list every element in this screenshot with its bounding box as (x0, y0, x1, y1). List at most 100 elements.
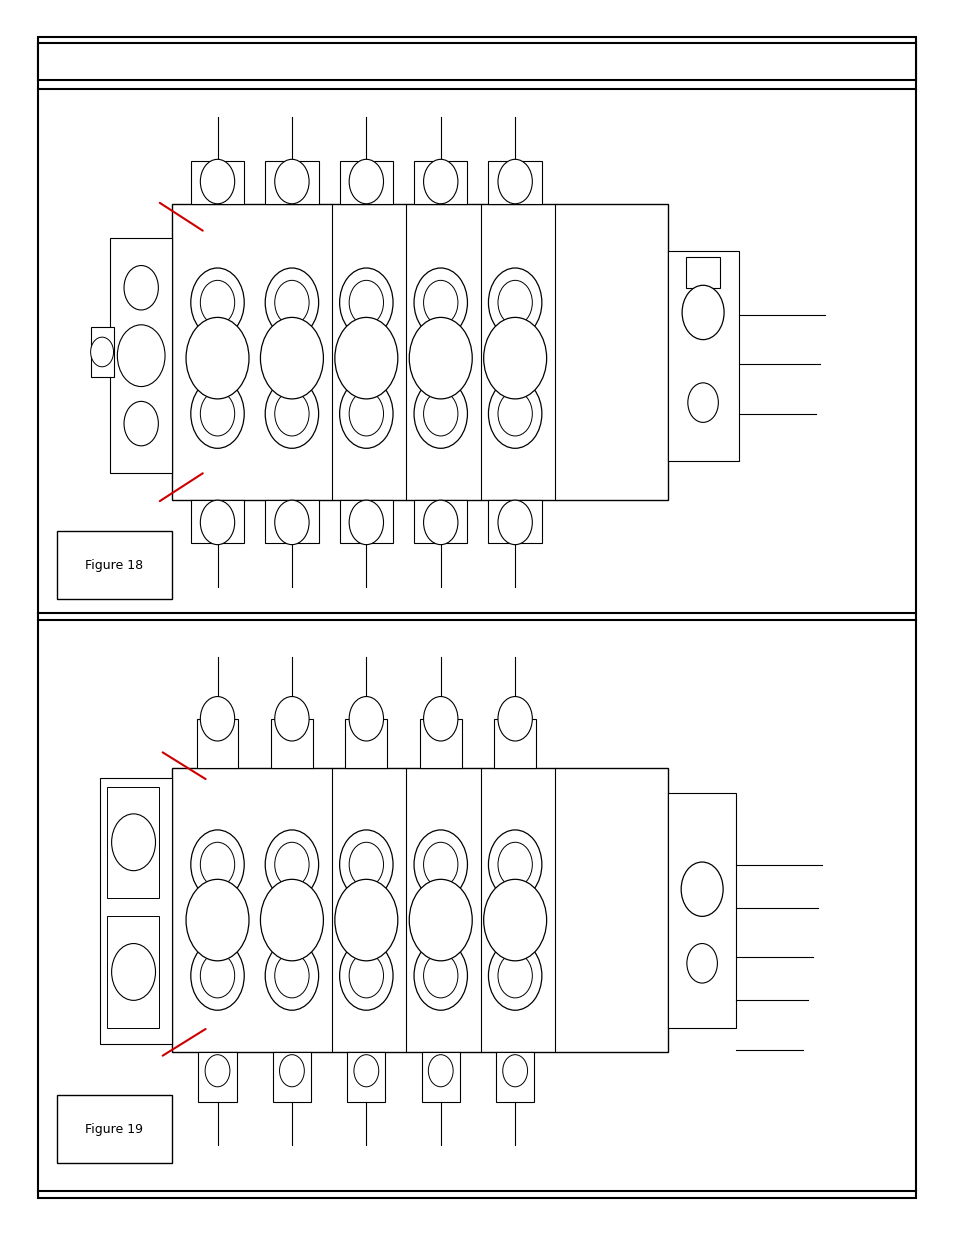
Bar (38, 43, 915, 80)
Circle shape (112, 814, 155, 871)
Circle shape (428, 1055, 453, 1087)
Circle shape (488, 830, 541, 899)
Circle shape (687, 383, 718, 422)
Bar (494, 719, 536, 768)
Circle shape (423, 697, 457, 741)
Bar (339, 500, 393, 543)
Bar (685, 257, 720, 288)
Circle shape (274, 391, 309, 436)
Circle shape (409, 317, 472, 399)
Circle shape (681, 285, 723, 340)
Circle shape (423, 280, 457, 325)
Bar (265, 161, 318, 204)
Circle shape (488, 268, 541, 337)
Bar (191, 500, 244, 543)
Circle shape (274, 953, 309, 998)
Circle shape (200, 280, 234, 325)
Circle shape (423, 953, 457, 998)
Circle shape (349, 391, 383, 436)
Bar (496, 1052, 534, 1102)
Circle shape (191, 379, 244, 448)
Circle shape (423, 842, 457, 887)
Circle shape (423, 391, 457, 436)
Circle shape (260, 879, 323, 961)
Circle shape (117, 325, 165, 387)
Bar (91, 327, 114, 377)
Circle shape (354, 1055, 378, 1087)
Circle shape (124, 401, 158, 446)
Circle shape (200, 159, 234, 204)
Bar (271, 719, 313, 768)
Circle shape (274, 159, 309, 204)
Circle shape (191, 268, 244, 337)
Circle shape (274, 842, 309, 887)
Circle shape (124, 266, 158, 310)
Circle shape (414, 379, 467, 448)
Bar (172, 204, 667, 500)
Bar (107, 787, 159, 898)
Circle shape (186, 317, 249, 399)
Bar (488, 161, 541, 204)
Bar (57, 531, 172, 599)
Circle shape (497, 953, 532, 998)
Bar (273, 1052, 311, 1102)
Bar (191, 161, 244, 204)
Circle shape (502, 1055, 527, 1087)
Circle shape (274, 280, 309, 325)
Circle shape (335, 879, 397, 961)
Bar (339, 161, 393, 204)
Circle shape (423, 500, 457, 545)
Bar (414, 500, 467, 543)
Circle shape (91, 337, 113, 367)
Circle shape (112, 944, 155, 1000)
Circle shape (279, 1055, 304, 1087)
Circle shape (349, 500, 383, 545)
Bar (419, 719, 461, 768)
Circle shape (191, 941, 244, 1010)
Circle shape (335, 317, 397, 399)
Bar (488, 500, 541, 543)
Circle shape (260, 317, 323, 399)
Circle shape (349, 953, 383, 998)
Circle shape (680, 862, 722, 916)
Circle shape (349, 842, 383, 887)
Text: Figure 19: Figure 19 (86, 1123, 143, 1136)
Bar (667, 251, 739, 461)
Circle shape (265, 268, 318, 337)
Circle shape (497, 159, 532, 204)
Bar (198, 1052, 236, 1102)
Circle shape (483, 317, 546, 399)
Circle shape (423, 159, 457, 204)
Circle shape (265, 941, 318, 1010)
Circle shape (274, 697, 309, 741)
Circle shape (497, 697, 532, 741)
Circle shape (339, 830, 393, 899)
Circle shape (339, 941, 393, 1010)
Circle shape (265, 830, 318, 899)
Circle shape (200, 391, 234, 436)
Circle shape (339, 379, 393, 448)
Circle shape (265, 379, 318, 448)
Circle shape (200, 500, 234, 545)
Circle shape (339, 268, 393, 337)
Bar (421, 1052, 459, 1102)
Bar (345, 719, 387, 768)
Bar (110, 238, 172, 473)
Bar (667, 793, 736, 1028)
Circle shape (409, 879, 472, 961)
Circle shape (349, 280, 383, 325)
Bar (347, 1052, 385, 1102)
Circle shape (686, 944, 717, 983)
Circle shape (186, 879, 249, 961)
Circle shape (191, 830, 244, 899)
Circle shape (497, 280, 532, 325)
Circle shape (349, 697, 383, 741)
Bar (172, 768, 667, 1052)
Circle shape (488, 941, 541, 1010)
Circle shape (414, 941, 467, 1010)
Bar (414, 161, 467, 204)
Text: Figure 18: Figure 18 (86, 558, 143, 572)
Circle shape (205, 1055, 230, 1087)
Circle shape (414, 268, 467, 337)
Bar (57, 1095, 172, 1163)
